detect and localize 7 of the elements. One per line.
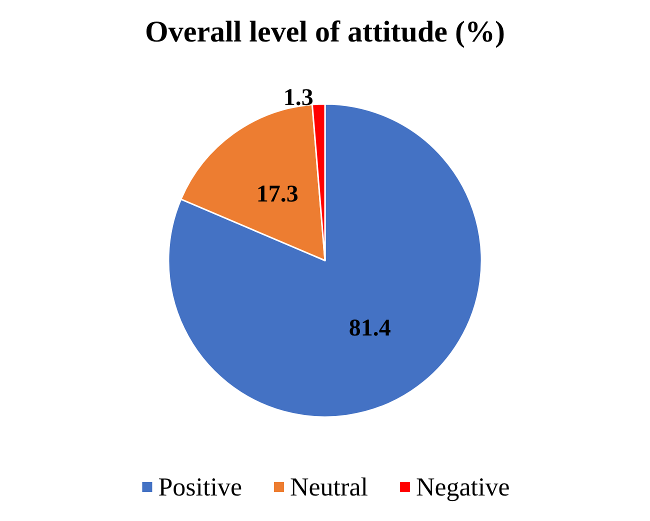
data-label: 81.4 <box>348 315 391 342</box>
legend-label: Neutral <box>290 472 368 502</box>
legend-label: Negative <box>416 472 510 502</box>
data-label: 17.3 <box>256 182 298 208</box>
data-label: 1.3 <box>283 85 314 112</box>
chart-title: Overall level of attitude (%) <box>145 16 505 48</box>
legend-label: Positive <box>158 472 242 502</box>
